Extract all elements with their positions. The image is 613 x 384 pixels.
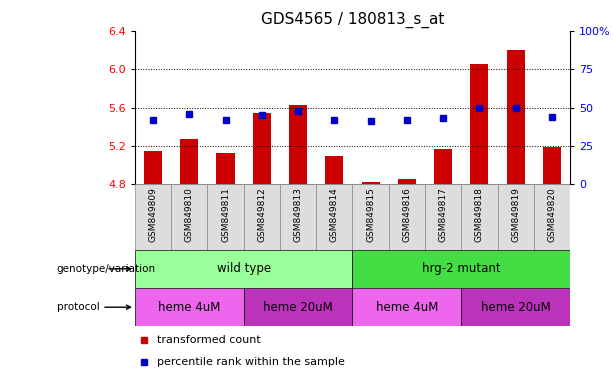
FancyBboxPatch shape xyxy=(389,184,425,250)
Bar xyxy=(434,149,452,184)
FancyBboxPatch shape xyxy=(461,288,570,326)
Text: GSM849809: GSM849809 xyxy=(148,188,158,242)
Bar xyxy=(144,151,162,184)
FancyBboxPatch shape xyxy=(243,288,352,326)
Text: GSM849811: GSM849811 xyxy=(221,188,230,242)
Text: GSM849812: GSM849812 xyxy=(257,188,266,242)
Bar xyxy=(180,139,199,184)
FancyBboxPatch shape xyxy=(135,288,243,326)
FancyBboxPatch shape xyxy=(316,184,352,250)
FancyBboxPatch shape xyxy=(425,184,461,250)
Text: genotype/variation: genotype/variation xyxy=(56,264,156,274)
FancyBboxPatch shape xyxy=(498,184,534,250)
Text: GSM849814: GSM849814 xyxy=(330,188,339,242)
FancyBboxPatch shape xyxy=(207,184,243,250)
Text: transformed count: transformed count xyxy=(157,335,261,345)
Text: wild type: wild type xyxy=(216,262,271,275)
Text: protocol: protocol xyxy=(56,302,131,312)
FancyBboxPatch shape xyxy=(243,184,280,250)
FancyBboxPatch shape xyxy=(352,184,389,250)
Bar xyxy=(398,179,416,184)
FancyBboxPatch shape xyxy=(534,184,570,250)
FancyBboxPatch shape xyxy=(135,184,171,250)
FancyBboxPatch shape xyxy=(352,288,461,326)
Text: heme 4uM: heme 4uM xyxy=(158,301,221,314)
FancyBboxPatch shape xyxy=(352,250,570,288)
Title: GDS4565 / 180813_s_at: GDS4565 / 180813_s_at xyxy=(261,12,444,28)
Text: GSM849817: GSM849817 xyxy=(439,188,447,242)
Text: heme 20uM: heme 20uM xyxy=(263,301,333,314)
Bar xyxy=(289,104,307,184)
Bar xyxy=(216,152,235,184)
FancyBboxPatch shape xyxy=(171,184,207,250)
Text: GSM849810: GSM849810 xyxy=(185,188,194,242)
Text: heme 4uM: heme 4uM xyxy=(376,301,438,314)
Text: GSM849813: GSM849813 xyxy=(294,188,303,242)
Text: GSM849815: GSM849815 xyxy=(366,188,375,242)
Text: hrg-2 mutant: hrg-2 mutant xyxy=(422,262,501,275)
Text: GSM849820: GSM849820 xyxy=(547,188,557,242)
Bar xyxy=(506,50,525,184)
Bar xyxy=(543,147,561,184)
Bar xyxy=(326,156,343,184)
FancyBboxPatch shape xyxy=(461,184,498,250)
FancyBboxPatch shape xyxy=(135,250,352,288)
Bar xyxy=(470,64,489,184)
FancyBboxPatch shape xyxy=(280,184,316,250)
Bar xyxy=(362,182,379,184)
Text: percentile rank within the sample: percentile rank within the sample xyxy=(157,358,345,367)
Text: heme 20uM: heme 20uM xyxy=(481,301,550,314)
Text: GSM849819: GSM849819 xyxy=(511,188,520,242)
Text: GSM849818: GSM849818 xyxy=(475,188,484,242)
Bar xyxy=(253,113,271,184)
Text: GSM849816: GSM849816 xyxy=(402,188,411,242)
